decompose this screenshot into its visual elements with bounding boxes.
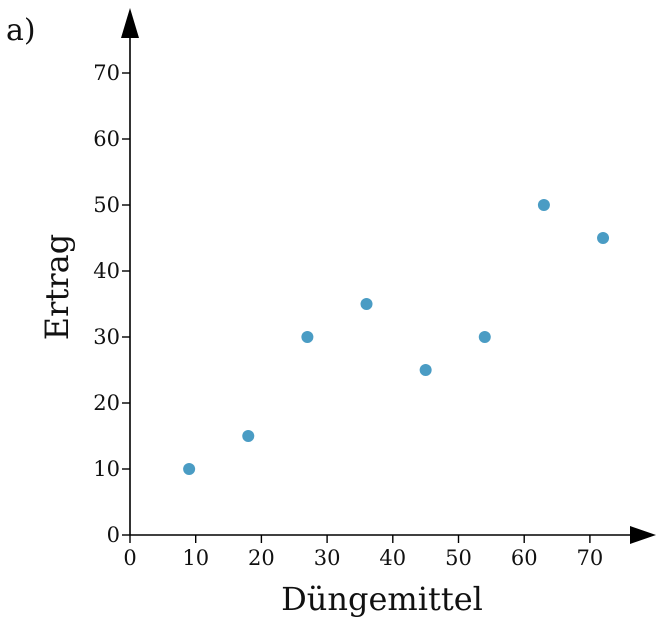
data-points xyxy=(183,199,610,475)
x-axis-title: Düngemittel xyxy=(281,580,483,618)
data-point xyxy=(301,331,314,343)
y-tick-label: 20 xyxy=(93,391,120,415)
data-point xyxy=(360,298,373,310)
x-tick-label: 0 xyxy=(123,546,136,570)
y-tick-label: 40 xyxy=(93,259,120,283)
y-axis-title: Ertrag xyxy=(38,234,76,340)
data-point xyxy=(597,232,610,244)
y-tick-label: 50 xyxy=(93,193,120,217)
data-point xyxy=(242,430,255,442)
x-tick-label: 10 xyxy=(182,546,209,570)
axes xyxy=(121,8,656,544)
x-axis-arrowhead xyxy=(630,526,656,544)
data-point xyxy=(183,463,196,475)
y-ticks: 0 10 20 30 40 50 60 70 xyxy=(93,61,130,547)
panel-label: a) xyxy=(6,13,36,48)
data-point xyxy=(537,199,550,211)
x-tick-label: 40 xyxy=(379,546,406,570)
y-tick-label: 30 xyxy=(93,325,120,349)
y-tick-label: 10 xyxy=(93,457,120,481)
y-axis-arrowhead xyxy=(121,8,139,38)
x-tick-label: 70 xyxy=(577,546,604,570)
y-tick-label: 60 xyxy=(93,127,120,151)
data-point xyxy=(478,331,491,343)
x-tick-label: 60 xyxy=(511,546,538,570)
y-tick-label: 0 xyxy=(107,523,120,547)
y-tick-label: 70 xyxy=(93,61,120,85)
x-tick-label: 30 xyxy=(314,546,341,570)
x-tick-label: 50 xyxy=(445,546,472,570)
data-point xyxy=(419,364,432,376)
x-tick-label: 20 xyxy=(248,546,275,570)
x-ticks: 0 10 20 30 40 50 60 70 xyxy=(123,535,603,570)
